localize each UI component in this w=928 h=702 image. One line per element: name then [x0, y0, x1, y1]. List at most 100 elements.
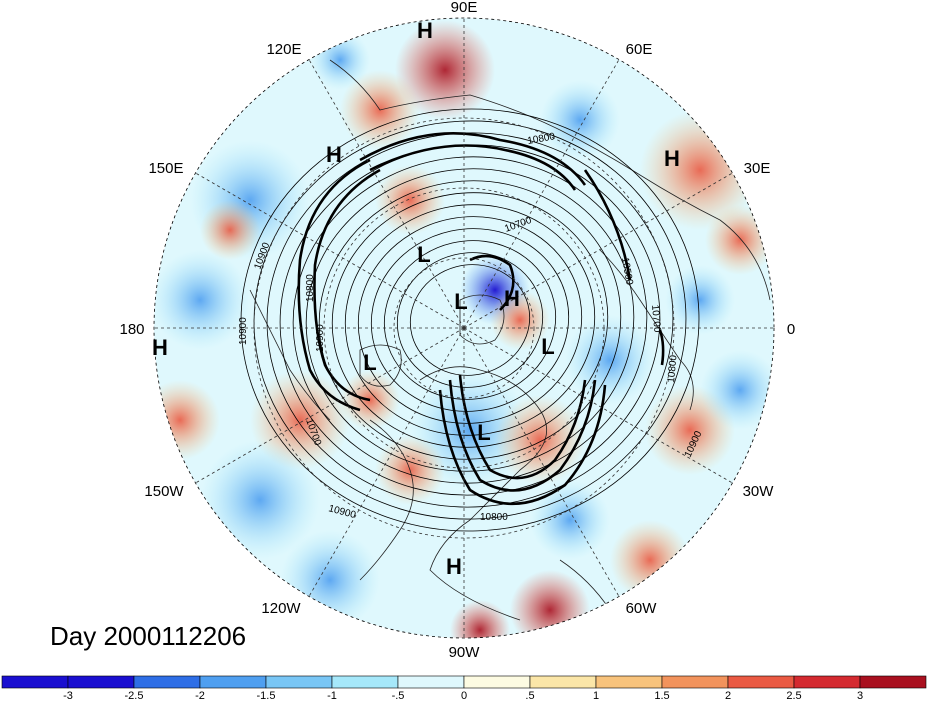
anomaly-patch	[495, 395, 585, 485]
lon-label-180: 180	[119, 321, 144, 338]
height-contour	[370, 228, 570, 412]
contour-label: 10800	[527, 131, 557, 147]
lon-label-30w: 30W	[743, 483, 775, 500]
anomaly-patch	[700, 350, 774, 430]
height-contour	[357, 216, 583, 424]
height-contour	[344, 204, 596, 436]
lon-label-120w: 120W	[261, 600, 301, 617]
colorbar-label: -1	[327, 690, 337, 702]
map-title: Day 2000112206	[50, 621, 246, 651]
colorbar-label: -2	[195, 690, 205, 702]
contour-label: 10900	[238, 317, 249, 345]
lat-lon-grid	[154, 18, 774, 638]
meridian-line	[463, 327, 733, 484]
contour-label: 10800	[666, 354, 679, 383]
height-contour	[292, 156, 648, 484]
colorbar-label: 0	[461, 690, 467, 702]
colorbar-label: -.5	[392, 690, 405, 702]
height-contour	[331, 192, 609, 448]
anomaly-patch	[200, 440, 320, 560]
colorbar-label: -1.5	[257, 690, 276, 702]
meridian-line	[463, 172, 733, 329]
colorbar-swatch	[397, 675, 465, 689]
anomaly-patch	[375, 165, 445, 235]
anomaly-patch	[665, 265, 735, 335]
colorbar-swatch	[265, 675, 333, 689]
contour-label: 10700	[649, 304, 662, 333]
height-contour	[409, 264, 531, 376]
colorbar-label: 1.5	[654, 690, 669, 702]
height-contour	[383, 240, 557, 400]
height-contour	[396, 252, 544, 388]
contour-label: 10800	[305, 274, 316, 302]
jet-contours	[297, 132, 665, 506]
colorbar-label: -2.5	[125, 690, 144, 702]
low-center: L	[541, 334, 554, 359]
high-center: H	[152, 335, 168, 360]
contour-label: 10800	[480, 512, 508, 523]
lon-label-60w: 60W	[626, 600, 658, 617]
anomaly-patch	[310, 30, 370, 90]
anomaly-patch	[705, 205, 774, 275]
contour-label: 10900	[315, 324, 326, 352]
high-center: H	[326, 142, 342, 167]
anomaly-field	[154, 18, 774, 638]
colorbar-label: 1	[593, 690, 599, 702]
high-center: H	[664, 146, 680, 171]
anomaly-patch	[530, 480, 610, 560]
longitude-labels: 90E 60E 30E 0 30W 60W 90W 120W 150W 180 …	[119, 0, 795, 661]
low-center: L	[477, 420, 490, 445]
high-center: H	[446, 554, 462, 579]
lon-label-90w: 90W	[449, 644, 481, 661]
colorbar-swatch	[1, 675, 69, 689]
colorbar-label: 2.5	[786, 690, 801, 702]
lon-label-90e: 90E	[451, 0, 478, 16]
colorbar-label: -3	[63, 690, 73, 702]
colorbar-label: .5	[525, 690, 534, 702]
anomaly-patch	[450, 600, 510, 638]
meridian-line	[463, 59, 620, 329]
high-center: H	[417, 18, 433, 43]
latitude-circle	[393, 257, 535, 399]
high-center: H	[504, 286, 520, 311]
lon-label-150e: 150E	[148, 160, 183, 177]
meridian-line	[308, 59, 465, 329]
anomaly-patch	[154, 380, 220, 460]
colorbar: -3 -2.5 -2 -1.5 -1 -.5 0 .5 1 1.5 2 2.5 3	[1, 675, 927, 702]
anomaly-patch	[154, 250, 250, 350]
colorbar-swatch	[859, 675, 927, 689]
anomaly-patch	[540, 80, 620, 160]
map-boundary	[153, 17, 775, 639]
low-center: L	[454, 289, 467, 314]
low-center: L	[417, 242, 430, 267]
colorbar-swatch	[595, 675, 663, 689]
height-contour	[318, 180, 622, 460]
colorbar-swatch	[661, 675, 729, 689]
colorbar-label: 2	[725, 690, 731, 702]
colorbar-swatch	[331, 675, 399, 689]
lon-label-60e: 60E	[626, 41, 653, 58]
height-contours	[240, 108, 700, 532]
colorbar-swatch	[529, 675, 597, 689]
meridian-line	[308, 327, 465, 597]
colorbar-swatch	[463, 675, 531, 689]
meridian-line	[463, 327, 620, 597]
meridian-line	[195, 172, 465, 329]
low-center: L	[363, 350, 376, 375]
meridian-line	[195, 327, 465, 484]
anomaly-patch	[510, 570, 590, 638]
lon-label-120e: 120E	[266, 41, 301, 58]
anomaly-patch	[610, 520, 690, 600]
colorbar-swatch	[793, 675, 861, 689]
colorbar-swatch	[133, 675, 201, 689]
colorbar-swatch	[727, 675, 795, 689]
anomaly-patch	[565, 315, 655, 405]
lon-label-150w: 150W	[144, 483, 184, 500]
colorbar-label: 3	[857, 690, 863, 702]
anomaly-patch	[200, 200, 260, 260]
coastlines	[249, 59, 771, 624]
contour-label: 10500	[619, 257, 635, 287]
colorbar-swatch	[199, 675, 267, 689]
